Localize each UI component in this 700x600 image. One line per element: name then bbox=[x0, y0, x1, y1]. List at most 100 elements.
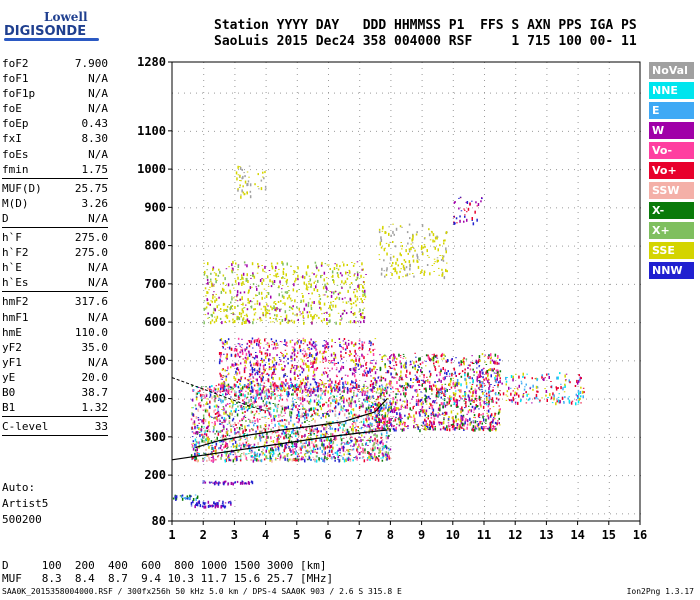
grid-dot bbox=[515, 476, 517, 477]
echo-point bbox=[346, 457, 348, 461]
grid-dot bbox=[190, 436, 191, 438]
grid-dot bbox=[328, 326, 329, 327]
echo-point bbox=[204, 441, 207, 445]
echo-point bbox=[315, 344, 318, 346]
echo-point bbox=[246, 357, 248, 361]
grid-dot bbox=[286, 360, 287, 362]
param-row: foEs N/A bbox=[2, 147, 108, 162]
echo-point bbox=[272, 418, 274, 420]
grid-dot bbox=[328, 338, 329, 339]
grid-dot bbox=[265, 272, 267, 273]
grid-dot bbox=[577, 326, 579, 327]
echo-point bbox=[238, 432, 240, 435]
echo-point bbox=[279, 396, 281, 399]
grid-dot bbox=[452, 320, 454, 321]
grid-dot bbox=[346, 130, 347, 132]
echo-point bbox=[260, 360, 262, 361]
echo-point bbox=[198, 422, 200, 424]
echo-point bbox=[354, 400, 357, 404]
grid-dot bbox=[452, 260, 454, 261]
grid-dot bbox=[234, 170, 236, 171]
grid-dot bbox=[232, 360, 233, 362]
echo-point bbox=[270, 453, 272, 455]
echo-point bbox=[352, 428, 354, 432]
echo-point bbox=[387, 436, 389, 440]
echo-point bbox=[313, 389, 315, 393]
grid-dot bbox=[328, 86, 329, 87]
echo-point bbox=[229, 440, 231, 443]
grid-dot bbox=[452, 110, 454, 111]
echo-point bbox=[197, 408, 199, 411]
grid-dot bbox=[296, 458, 298, 459]
grid-dot bbox=[328, 290, 329, 291]
echo-point bbox=[384, 451, 386, 453]
echo-point bbox=[213, 426, 215, 430]
echo-point bbox=[313, 428, 315, 432]
grid-dot bbox=[452, 488, 454, 489]
echo-point bbox=[254, 422, 256, 424]
grid-dot bbox=[226, 322, 227, 324]
grid-dot bbox=[608, 434, 610, 435]
grid-dot bbox=[238, 360, 239, 362]
grid-dot bbox=[421, 374, 423, 375]
echo-point bbox=[328, 385, 330, 388]
echo-point bbox=[324, 451, 326, 455]
echo-point bbox=[309, 446, 311, 449]
grid-dot bbox=[203, 116, 205, 117]
grid-dot bbox=[577, 314, 579, 315]
grid-dot bbox=[520, 322, 521, 324]
echo-point bbox=[255, 430, 257, 433]
grid-dot bbox=[515, 440, 517, 441]
echo-point bbox=[352, 424, 354, 428]
echo-point bbox=[304, 433, 306, 437]
grid-dot bbox=[390, 320, 392, 321]
echo-point bbox=[334, 408, 336, 410]
grid-dot bbox=[460, 283, 461, 285]
grid-dot bbox=[202, 245, 203, 247]
echo-point bbox=[250, 455, 253, 458]
echo-point bbox=[331, 409, 333, 411]
echo-point bbox=[199, 389, 201, 392]
grid-dot bbox=[515, 404, 517, 405]
grid-dot bbox=[328, 242, 329, 243]
echo-point bbox=[279, 341, 282, 342]
grid-dot bbox=[452, 290, 454, 291]
echo-point bbox=[350, 410, 352, 413]
echo-point bbox=[232, 401, 234, 405]
echo-point bbox=[237, 409, 240, 411]
echo-point bbox=[329, 404, 332, 408]
echo-point bbox=[387, 451, 390, 455]
echo-point bbox=[249, 373, 252, 377]
grid-dot bbox=[265, 362, 267, 363]
grid-dot bbox=[452, 350, 454, 351]
echo-point bbox=[315, 430, 318, 432]
echo-point bbox=[339, 379, 341, 383]
grid-dot bbox=[382, 475, 383, 477]
grid-dot bbox=[265, 350, 267, 351]
grid-dot bbox=[234, 188, 236, 189]
grid-dot bbox=[280, 130, 281, 132]
grid-dot bbox=[546, 362, 548, 363]
echo-point bbox=[376, 447, 379, 449]
echo-point bbox=[233, 385, 236, 388]
echo-point bbox=[315, 444, 317, 448]
echo-point bbox=[245, 441, 248, 444]
echo-point bbox=[251, 428, 253, 430]
echo-point bbox=[218, 412, 220, 416]
echo-point bbox=[298, 385, 300, 387]
echo-point bbox=[336, 452, 339, 456]
echo-point bbox=[378, 452, 380, 454]
echo-point bbox=[310, 362, 312, 365]
grid-dot bbox=[328, 110, 329, 111]
echo-point bbox=[221, 341, 224, 344]
echo-point bbox=[363, 341, 366, 344]
grid-dot bbox=[265, 320, 267, 321]
grid-dot bbox=[234, 242, 236, 243]
grid-dot bbox=[546, 92, 548, 93]
grid-dot bbox=[452, 80, 454, 81]
grid-dot bbox=[546, 290, 548, 291]
echo-point bbox=[248, 445, 250, 449]
echo-point bbox=[220, 444, 222, 447]
echo-point bbox=[269, 382, 272, 384]
echo-point bbox=[376, 417, 378, 419]
